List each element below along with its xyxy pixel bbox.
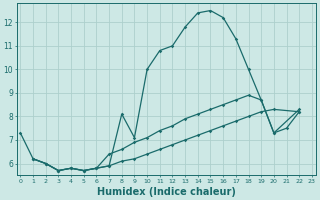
X-axis label: Humidex (Indice chaleur): Humidex (Indice chaleur) xyxy=(97,187,236,197)
